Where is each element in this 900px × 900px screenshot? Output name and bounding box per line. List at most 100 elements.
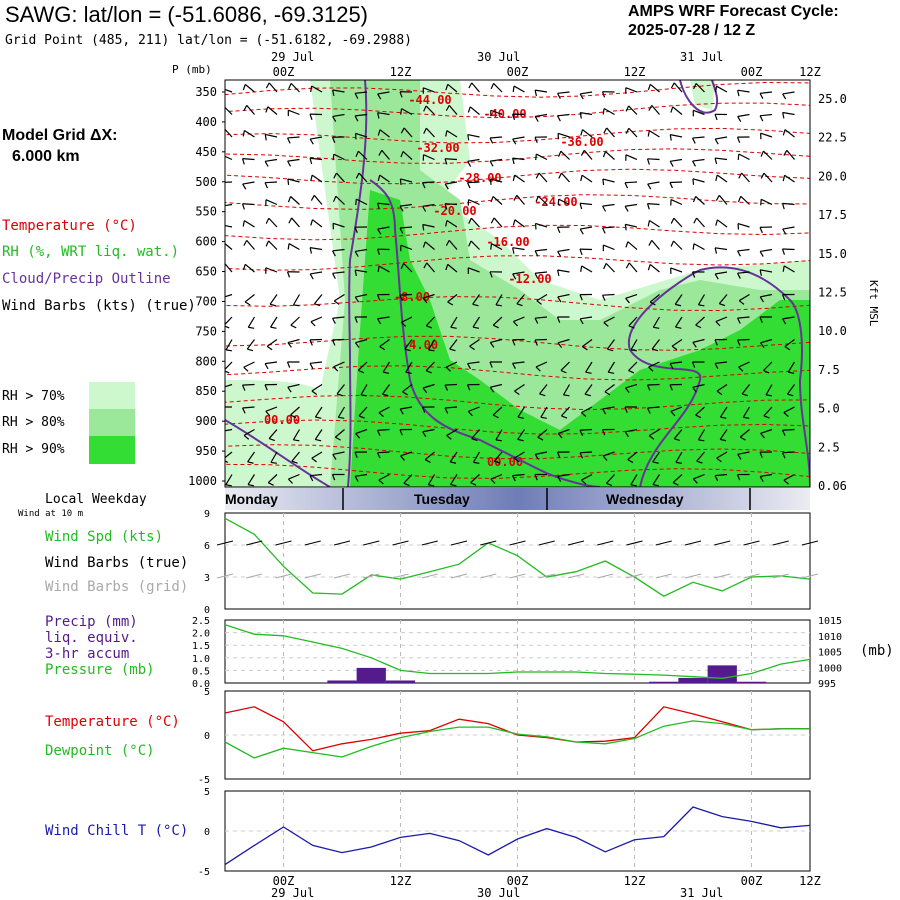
precip-ytick-3: 1.0 xyxy=(192,654,210,665)
surface-wind-barb-grid xyxy=(304,573,321,579)
wind-barb xyxy=(786,384,795,397)
wind-barb xyxy=(647,130,660,138)
wind-barb xyxy=(270,451,278,464)
wind-barb xyxy=(444,203,458,210)
surface-wind-barb-grid xyxy=(480,573,497,579)
top-date-0: 29 Jul xyxy=(271,50,315,64)
wind-barb xyxy=(310,194,323,205)
wind-barb xyxy=(651,339,660,352)
wind-barb xyxy=(376,428,390,437)
wind-barb xyxy=(535,361,548,372)
bottom-hour-label-2: 00Z xyxy=(507,874,529,888)
pressure-tick-3: 500 xyxy=(195,175,217,189)
wind-barb xyxy=(714,473,728,482)
wind-barb xyxy=(557,269,570,276)
surface-wind-barb-grid xyxy=(772,573,789,579)
station-title: SAWG: lat/lon = (-51.6086, -69.3125) xyxy=(5,2,368,28)
wind-barb xyxy=(669,361,683,370)
wind-barb xyxy=(557,113,570,122)
temperature-contour-label-7: -16.00 xyxy=(486,235,529,249)
wind-barb xyxy=(670,82,683,93)
wind-barb xyxy=(400,262,413,273)
temperature-contour-label-6: -20.00 xyxy=(433,204,476,218)
wind-barb xyxy=(625,383,638,394)
wind-barb xyxy=(333,361,345,372)
height-tick-1: 22.5 xyxy=(818,131,847,145)
wind-spd-label: Wind Spd (kts) xyxy=(45,529,164,545)
windspd-ytick-0: 9 xyxy=(204,509,210,520)
surface-wind-barb-true xyxy=(363,540,380,546)
station-id: SAWG: xyxy=(5,2,78,27)
precip-bar-4 xyxy=(678,677,708,683)
wind-barb xyxy=(242,83,255,93)
wind-barb xyxy=(469,339,480,351)
wind-barb xyxy=(715,194,728,205)
wind-barb xyxy=(472,294,480,307)
wind-barb xyxy=(354,269,368,277)
wind-barb xyxy=(333,172,345,183)
legend-rh: RH (%, WRT liq. wat.) xyxy=(2,244,180,260)
wind-barb xyxy=(489,383,503,393)
wind-barb xyxy=(646,158,660,165)
pressure-tick-7: 700 xyxy=(195,294,217,308)
wind-barb xyxy=(444,406,458,414)
surface-wind-barb-grid xyxy=(363,573,380,579)
wind-barb xyxy=(332,271,345,279)
wind-barb xyxy=(425,361,435,374)
wind-barb xyxy=(557,428,570,439)
wind-barb xyxy=(783,149,795,160)
wind-barb xyxy=(692,178,705,185)
wind-barb xyxy=(310,174,323,183)
wind-barb xyxy=(225,88,233,93)
surface-wind-barb-grid xyxy=(655,573,672,579)
height-tick-7: 7.5 xyxy=(818,363,840,377)
wind-barb xyxy=(512,473,525,482)
rh80-swatch xyxy=(89,409,135,436)
wind-barb xyxy=(287,338,300,348)
wind-barb xyxy=(737,113,750,122)
wind-barb xyxy=(400,151,413,160)
surface-wind-barb-grid xyxy=(743,573,760,579)
surface-wind-barb-true xyxy=(246,540,263,546)
wind-barb xyxy=(737,89,750,97)
wind-barb xyxy=(534,136,548,143)
wind-barb xyxy=(579,111,593,119)
wind-barb xyxy=(310,219,323,228)
wind-barb xyxy=(332,316,345,324)
wind-barb xyxy=(422,203,435,212)
temperature-contour-label-2: -36.00 xyxy=(560,135,603,149)
wind-barb xyxy=(560,406,570,419)
wind-barb xyxy=(493,451,503,464)
lower-panels: 96302.52.01.51.00.50.0101510101005100099… xyxy=(192,488,842,878)
wind-barb xyxy=(579,451,593,459)
wind-barb xyxy=(670,106,683,115)
surface-wind-barb-true xyxy=(655,540,672,546)
wind-barb xyxy=(243,239,255,250)
wind-barb xyxy=(715,85,728,93)
wind-barb xyxy=(693,83,705,93)
wind-barb xyxy=(742,406,751,419)
wind-barb xyxy=(402,384,413,396)
wind-barb xyxy=(737,222,750,230)
surface-wind-barb-true xyxy=(333,540,351,546)
wind-barb xyxy=(557,91,570,99)
wind-barb xyxy=(425,316,435,329)
wind-barb xyxy=(760,428,773,439)
wind-barb xyxy=(332,248,345,257)
wind-barb xyxy=(517,406,526,419)
wind-barb xyxy=(354,338,368,348)
precip-ytick-1: 2.0 xyxy=(192,629,210,640)
wind-barbs-grid-label: Wind Barbs (grid) xyxy=(45,579,189,595)
wind-barb xyxy=(445,104,458,115)
wind-barb xyxy=(422,154,435,161)
wind-barb xyxy=(669,383,683,391)
wind-barb xyxy=(445,361,458,372)
height-tick-5: 12.5 xyxy=(818,286,847,300)
wind-barb xyxy=(512,247,525,254)
wind-barb xyxy=(355,198,368,206)
temperature-contour-line xyxy=(225,365,810,381)
wind-barb xyxy=(446,428,458,440)
wind-barb xyxy=(782,111,795,119)
wind-barb xyxy=(467,267,480,274)
wind-barb xyxy=(579,293,593,301)
